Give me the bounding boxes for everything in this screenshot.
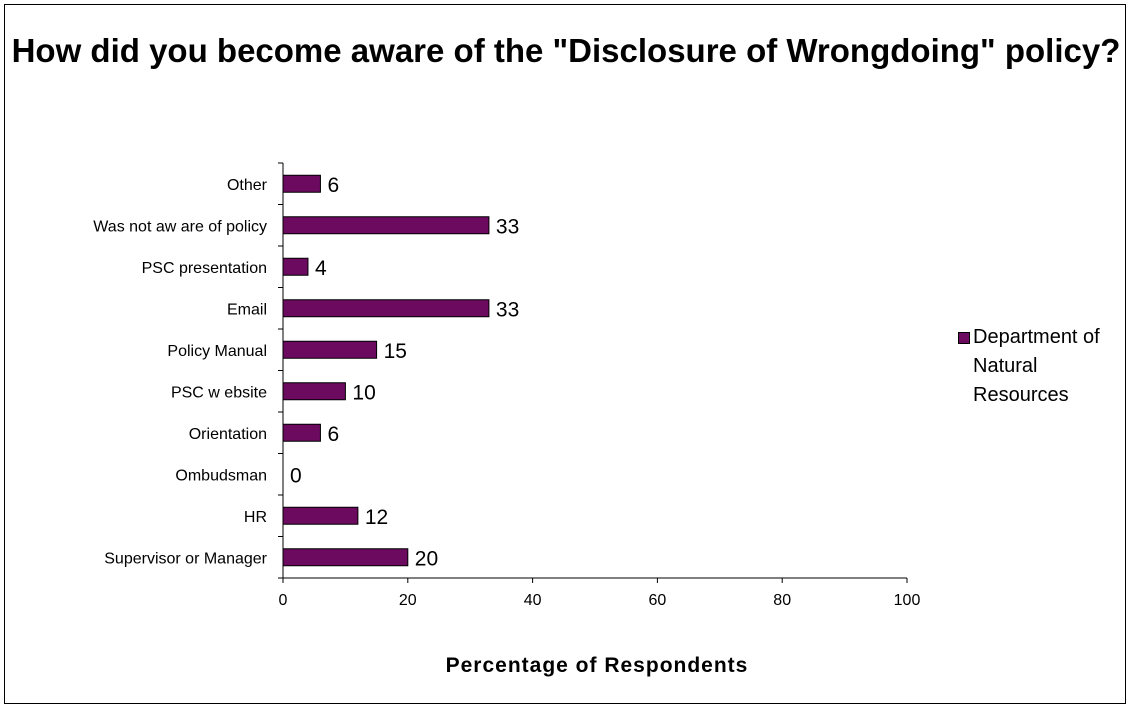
data-label: 20 [415, 547, 438, 570]
data-label: 33 [496, 215, 519, 238]
data-label: 12 [365, 506, 388, 529]
data-label: 15 [384, 340, 407, 363]
x-tick-label: 40 [524, 592, 542, 609]
chart-title: How did you become aware of the "Disclos… [11, 32, 1121, 69]
category-label: Was not aw are of policy [93, 218, 267, 235]
category-label: PSC presentation [142, 260, 267, 277]
bar [282, 423, 321, 442]
bar [282, 257, 309, 276]
bar [282, 548, 409, 567]
legend-swatch [958, 332, 970, 344]
bar [282, 506, 359, 525]
bar [282, 382, 346, 401]
bar [282, 216, 490, 235]
x-axis-title: Percentage of Respondents [446, 654, 749, 677]
x-tick-label: 60 [649, 592, 667, 609]
data-label: 10 [352, 381, 375, 404]
category-label: Orientation [189, 426, 267, 443]
data-label: 6 [327, 174, 339, 197]
data-label: 4 [315, 257, 327, 280]
bar [282, 299, 490, 318]
category-label: Policy Manual [167, 343, 267, 360]
legend-label: Department of Natural Resources [973, 326, 1100, 406]
category-label: Email [227, 301, 267, 318]
x-tick-label: 80 [773, 592, 791, 609]
data-label: 33 [496, 298, 519, 321]
category-label: Other [227, 177, 268, 194]
bar [282, 340, 378, 359]
x-tick-label: 20 [399, 592, 417, 609]
category-label: HR [244, 509, 267, 526]
data-label: 6 [327, 423, 339, 446]
chart-frame: How did you become aware of the "Disclos… [4, 4, 1126, 704]
axes-layer: Supervisor or Manager 20 HR 12 Ombudsman 0 Ori… [93, 162, 921, 609]
category-label: Supervisor or Manager [104, 550, 267, 567]
data-label: 0 [290, 464, 302, 487]
category-label: PSC w ebsite [171, 384, 267, 401]
category-label: Ombudsman [175, 467, 267, 484]
x-tick-label: 100 [894, 592, 921, 609]
x-tick-label: 0 [279, 592, 288, 609]
bars-layer [282, 174, 490, 567]
bar [282, 174, 321, 193]
